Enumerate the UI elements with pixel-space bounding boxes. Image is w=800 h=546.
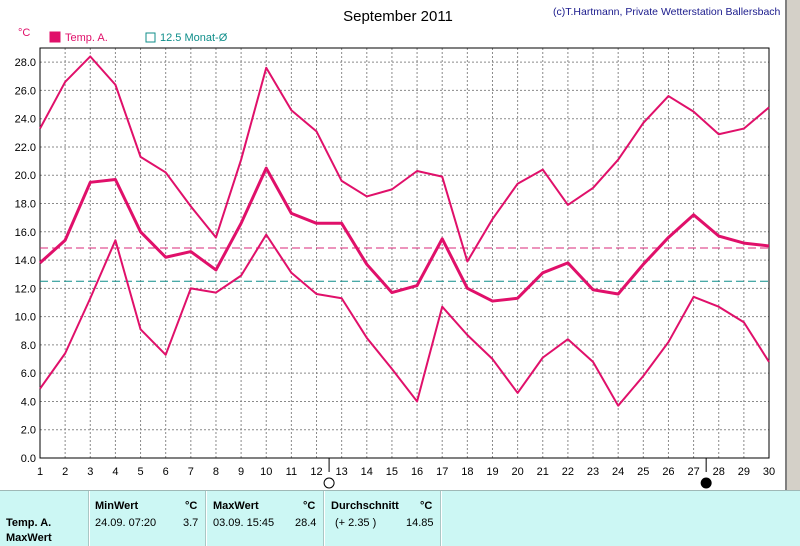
y-tick-label: 8.0 [21, 340, 36, 352]
x-tick-label: 13 [336, 466, 348, 478]
x-tick-label: 1 [37, 466, 43, 478]
x-tick-label: 27 [687, 466, 699, 478]
x-tick-label: 7 [188, 466, 194, 478]
x-tick-label: 6 [163, 466, 169, 478]
panel-divider [88, 491, 90, 546]
legend-label-temp: Temp. A. [65, 32, 108, 44]
x-tick-label: 8 [213, 466, 219, 478]
x-tick-label: 28 [713, 466, 725, 478]
min-value: 3.7 [183, 517, 198, 529]
x-tick-label: 20 [511, 466, 523, 478]
y-tick-label: 20.0 [15, 170, 36, 182]
panel-divider [323, 491, 325, 546]
avg-unit: °C [420, 500, 432, 512]
x-tick-label: 26 [662, 466, 674, 478]
min-datetime: 24.09. 07:20 [95, 517, 156, 529]
chart-title: September 2011 [343, 8, 453, 25]
min-header: MinWert [95, 500, 138, 512]
legend-swatch-monthly-mean [146, 33, 155, 42]
x-tick-label: 2 [62, 466, 68, 478]
panel-divider [440, 491, 442, 546]
x-tick-label: 4 [112, 466, 118, 478]
x-tick-label: 3 [87, 466, 93, 478]
max-datetime: 03.09. 15:45 [213, 517, 274, 529]
min-unit: °C [185, 500, 197, 512]
chart-area: September 2011 (c)T.Hartmann, Private Wet… [0, 0, 800, 490]
x-tick-label: 9 [238, 466, 244, 478]
x-tick-label: 23 [587, 466, 599, 478]
avg-delta: (+ 2.35 ) [335, 517, 376, 529]
x-tick-label: 30 [763, 466, 775, 478]
y-tick-label: 12.0 [15, 283, 36, 295]
temperature-chart: September 2011 (c)T.Hartmann, Private Wet… [0, 0, 800, 490]
y-tick-label: 16.0 [15, 227, 36, 239]
x-tick-label: 12 [310, 466, 322, 478]
x-tick-label: 22 [562, 466, 574, 478]
max-unit: °C [303, 500, 315, 512]
window-frame [787, 0, 800, 490]
y-tick-label: 22.0 [15, 142, 36, 154]
statistics-panel: Temp. A. MaxWert MinWert °C 24.09. 07:20… [0, 490, 800, 546]
y-tick-label: 28.0 [15, 57, 36, 69]
max-value: 28.4 [295, 517, 316, 529]
avg-header: Durchschnitt [331, 500, 399, 512]
x-tick-label: 19 [486, 466, 498, 478]
x-tick-label: 11 [286, 466, 297, 478]
x-tick-label: 10 [260, 466, 272, 478]
y-tick-label: 4.0 [21, 396, 36, 408]
legend-label-monthly-mean: 12.5 Monat-Ø [160, 32, 228, 44]
x-tick-label: 16 [411, 466, 423, 478]
x-tick-label: 25 [637, 466, 649, 478]
x-tick-label: 29 [738, 466, 750, 478]
x-tick-label: 17 [436, 466, 448, 478]
avg-value: 14.85 [406, 517, 434, 529]
y-tick-label: 26.0 [15, 85, 36, 97]
series-line-max [40, 56, 769, 261]
row-label-series: Temp. A. [6, 517, 51, 529]
y-tick-label: 0.0 [21, 453, 36, 465]
panel-divider [205, 491, 207, 546]
x-tick-label: 15 [386, 466, 398, 478]
moon-new-icon [701, 478, 711, 488]
y-axis-unit: °C [18, 27, 30, 39]
moon-full-icon [324, 478, 334, 488]
x-tick-label: 18 [461, 466, 473, 478]
row-label-type: MaxWert [6, 532, 52, 544]
y-tick-label: 10.0 [15, 312, 36, 324]
plot-frame [40, 48, 769, 458]
x-tick-label: 24 [612, 466, 624, 478]
x-tick-label: 14 [361, 466, 373, 478]
y-tick-label: 14.0 [15, 255, 36, 267]
y-tick-label: 2.0 [21, 425, 36, 437]
x-tick-label: 21 [537, 466, 549, 478]
legend-swatch-temp [50, 32, 60, 42]
max-header: MaxWert [213, 500, 259, 512]
y-tick-label: 6.0 [21, 368, 36, 380]
x-tick-label: 5 [137, 466, 143, 478]
chart-credit: (c)T.Hartmann, Private Wetterstation Bal… [553, 6, 781, 18]
y-tick-label: 24.0 [15, 114, 36, 126]
y-tick-label: 18.0 [15, 199, 36, 211]
